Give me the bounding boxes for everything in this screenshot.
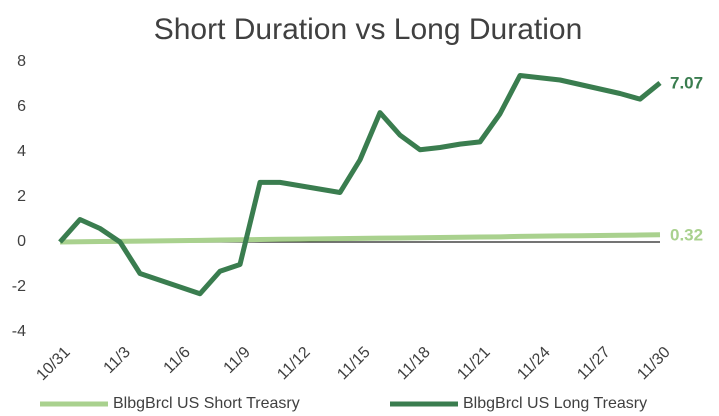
y-tick-label: -2: [12, 278, 26, 295]
y-tick-label: 2: [17, 188, 26, 205]
x-tick-label: 11/18: [394, 344, 434, 384]
legend-label: BlbgBrcl US Short Treasry: [113, 395, 300, 412]
y-tick-label: 6: [17, 98, 26, 115]
x-tick-label: 11/15: [334, 344, 374, 384]
x-tick-label: 11/6: [161, 344, 194, 377]
chart-title: Short Duration vs Long Duration: [154, 13, 583, 46]
x-tick-label: 11/12: [274, 344, 314, 384]
x-tick-label: 11/21: [454, 344, 494, 384]
series-line: [58, 73, 662, 297]
x-tick-label: 11/3: [101, 344, 134, 377]
x-tick-label: 11/9: [221, 344, 254, 377]
x-tick-label: 11/24: [514, 344, 554, 384]
x-tick-label: 11/30: [634, 344, 674, 384]
series-line: [59, 232, 661, 245]
end-value-label: 7.07: [670, 73, 703, 92]
y-tick-label: -4: [12, 323, 26, 340]
y-tick-label: 0: [17, 233, 26, 250]
end-value-label: 0.32: [670, 225, 703, 244]
x-tick-label: 10/31: [33, 344, 73, 384]
legend-label: BlbgBrcl US Long Treasry: [463, 395, 647, 412]
y-tick-label: 8: [17, 53, 26, 70]
x-tick-label: 11/27: [574, 344, 614, 384]
y-tick-label: 4: [17, 143, 26, 160]
